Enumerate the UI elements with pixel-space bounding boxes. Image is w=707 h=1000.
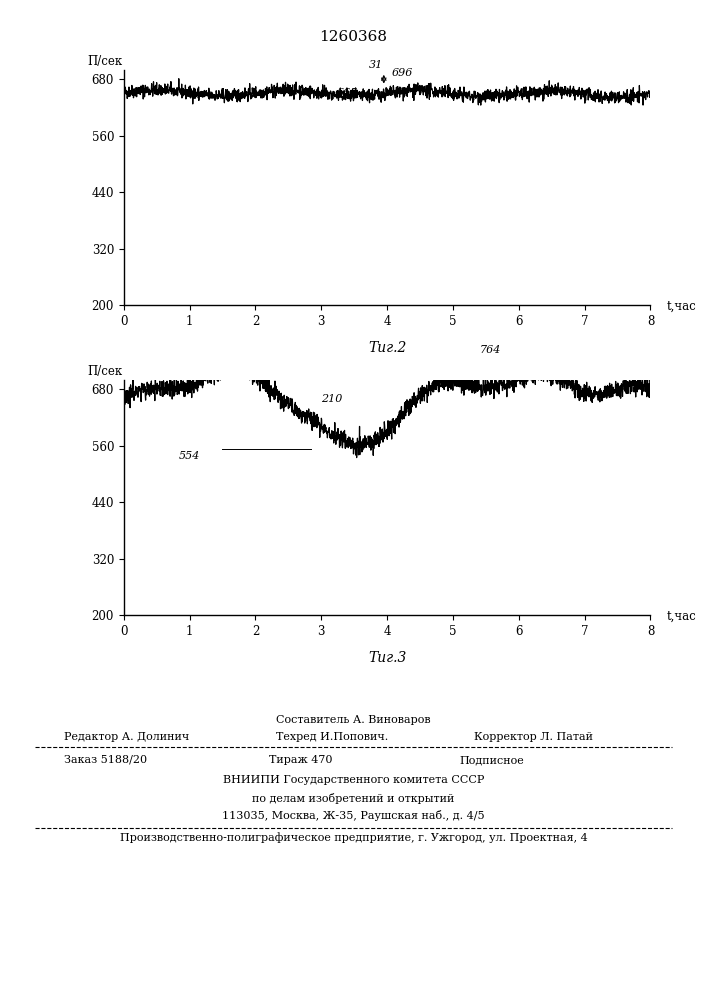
Text: Составитель А. Виноваров: Составитель А. Виноваров bbox=[276, 715, 431, 725]
Text: Τиг.3: Τиг.3 bbox=[368, 651, 407, 665]
Text: ВНИИПИ Государственного комитета СССР: ВНИИПИ Государственного комитета СССР bbox=[223, 775, 484, 785]
Text: 1260368: 1260368 bbox=[320, 30, 387, 44]
Text: П/сек: П/сек bbox=[88, 55, 122, 68]
Text: Корректор Л. Патай: Корректор Л. Патай bbox=[474, 732, 592, 742]
Text: по делам изобретений и открытий: по делам изобретений и открытий bbox=[252, 793, 455, 804]
Text: Подписное: Подписное bbox=[460, 755, 525, 765]
Text: 113035, Москва, Ж-35, Раушская наб., д. 4/5: 113035, Москва, Ж-35, Раушская наб., д. … bbox=[222, 810, 485, 821]
Text: Тираж 470: Тираж 470 bbox=[269, 755, 332, 765]
Text: 210: 210 bbox=[321, 394, 343, 404]
Text: П/сек: П/сек bbox=[88, 365, 122, 378]
Text: Редактор А. Долинич: Редактор А. Долинич bbox=[64, 732, 189, 742]
Text: Производственно-полиграфическое предприятие, г. Ужгород, ул. Проектная, 4: Производственно-полиграфическое предприя… bbox=[119, 832, 588, 843]
Text: 31: 31 bbox=[369, 60, 383, 70]
Text: Техред И.Попович.: Техред И.Попович. bbox=[276, 732, 388, 742]
Text: Заказ 5188/20: Заказ 5188/20 bbox=[64, 755, 147, 765]
Text: 665: 665 bbox=[337, 88, 358, 98]
Text: t,час: t,час bbox=[667, 609, 696, 622]
Text: t,час: t,час bbox=[667, 299, 696, 312]
Text: 696: 696 bbox=[392, 68, 413, 78]
Text: Τиг.2: Τиг.2 bbox=[368, 341, 407, 355]
Text: 554: 554 bbox=[179, 451, 200, 461]
Text: 764: 764 bbox=[479, 345, 501, 355]
